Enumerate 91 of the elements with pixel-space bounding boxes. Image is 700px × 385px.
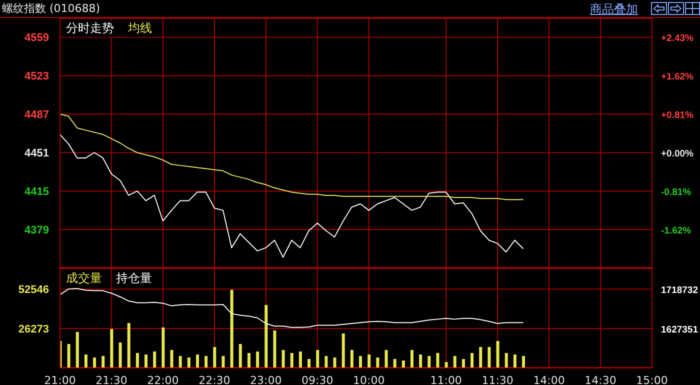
bar [496, 340, 500, 368]
x-tick-label: 23:00 [250, 374, 282, 385]
x-tick-label: 15:00 [636, 374, 668, 385]
x-tick-label: 21:00 [44, 374, 76, 385]
line-series [60, 134, 524, 258]
y-tick-label: 4379 [24, 224, 49, 237]
y-tick-label: 4415 [24, 186, 49, 198]
bar [342, 333, 345, 368]
bar [308, 358, 311, 368]
x-tick-label: 10:00 [353, 374, 385, 385]
bar [410, 350, 414, 368]
bar [187, 357, 190, 368]
x-tick-label: 21:30 [96, 374, 128, 385]
bar [470, 352, 474, 368]
bar [462, 358, 465, 368]
x-tick-label: 14:30 [584, 374, 616, 385]
bar [204, 356, 208, 368]
y2-tick-label: 1718732 [661, 285, 698, 296]
x-tick-label: 14:00 [533, 374, 565, 385]
bar [513, 354, 516, 368]
bar [522, 356, 526, 368]
y2-tick-label: +0.00% [661, 148, 694, 160]
bar [419, 354, 422, 368]
chart-title: 螺纹指数 (010688) [2, 1, 100, 16]
bar [230, 290, 234, 368]
bar [196, 354, 199, 368]
text: 分时走势 [64, 20, 116, 37]
bar [136, 352, 139, 368]
bar [178, 356, 182, 368]
bar [504, 352, 508, 368]
bar [453, 356, 456, 368]
bar [127, 322, 130, 368]
series-label: 持仓量 [114, 270, 154, 287]
bar [222, 356, 225, 368]
x-tick-label: 22:00 [147, 374, 179, 385]
bar [273, 330, 276, 368]
bar [324, 356, 328, 368]
y2-tick-label: -0.81% [661, 187, 692, 198]
x-tick-label: 11:00 [430, 374, 462, 385]
bar [298, 351, 302, 368]
text: 均线 [126, 20, 154, 37]
bar [290, 352, 294, 368]
bar [488, 346, 491, 368]
bar [350, 350, 354, 368]
bar [213, 346, 216, 368]
bar [333, 357, 336, 368]
bar [256, 351, 260, 368]
y2-tick-label: +1.62% [661, 72, 694, 83]
bar [479, 346, 482, 368]
bar [402, 360, 405, 368]
y-tick-label: 4559 [24, 32, 49, 44]
bar [247, 352, 250, 368]
y2-tick-label: 1627351 [661, 324, 699, 336]
x-tick-label: 22:30 [198, 374, 230, 385]
bar [376, 357, 380, 368]
y-tick-label: 4487 [24, 109, 49, 122]
bar [238, 344, 242, 368]
bar [84, 354, 88, 368]
bar [359, 356, 362, 368]
bar [384, 350, 388, 368]
bar [67, 344, 70, 368]
bar [162, 327, 165, 368]
text: 商品叠加 [590, 1, 638, 18]
bar [110, 328, 114, 368]
bar [282, 350, 285, 368]
bar [428, 356, 431, 368]
bar [118, 342, 122, 368]
text: 成交量 [64, 270, 104, 287]
y-tick-label: 26273 [18, 324, 49, 336]
bar [102, 356, 105, 368]
line-series [60, 114, 524, 200]
bar [76, 332, 79, 368]
bar [144, 354, 148, 368]
y-tick-label: 4523 [24, 70, 49, 83]
bar [393, 358, 396, 368]
bar [170, 350, 174, 368]
bar [153, 351, 156, 368]
bar [436, 352, 440, 368]
y-tick-label: 4451 [24, 148, 49, 160]
y-tick-label: 52546 [18, 284, 49, 296]
line-series [60, 288, 524, 328]
x-tick-label: 11:30 [482, 374, 514, 385]
y2-tick-label: +0.81% [661, 110, 694, 122]
bar [264, 304, 268, 368]
bar [444, 362, 448, 368]
y2-tick-label: -1.62% [661, 226, 692, 236]
bar [368, 354, 371, 368]
bar [316, 350, 320, 368]
bar [93, 357, 96, 368]
x-tick-label: 09:30 [302, 374, 334, 385]
y2-tick-label: +2.43% [661, 33, 694, 44]
